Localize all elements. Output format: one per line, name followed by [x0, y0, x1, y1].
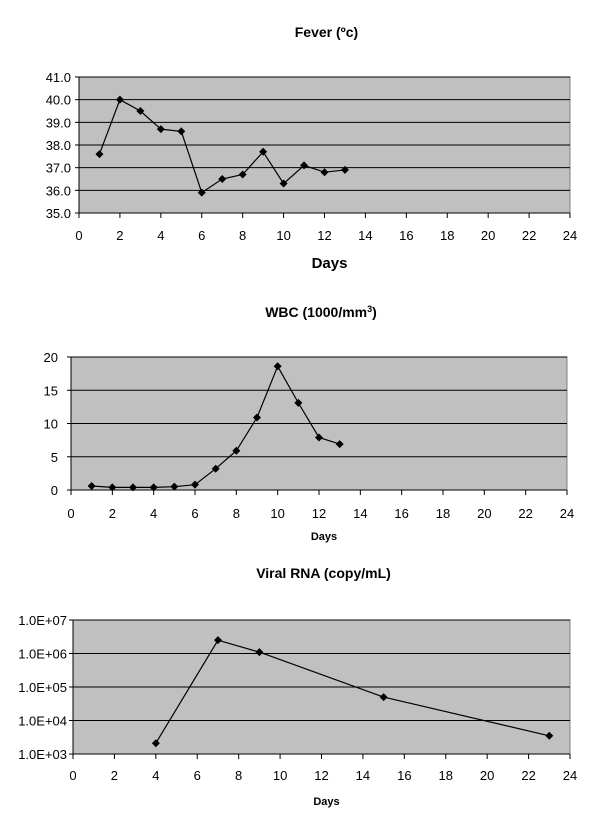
y-tick-label: 1.0E+07 [18, 613, 67, 628]
x-tick-label: 16 [397, 768, 411, 783]
x-tick-label: 14 [356, 768, 370, 783]
data-point [136, 107, 145, 115]
chart-1: Fever (ºc) 35.0 36.0 37.0 38.0 39.0 40.0 41.0 0 2… [46, 24, 578, 272]
data-point [259, 147, 268, 156]
data-point [151, 739, 160, 748]
data-point [170, 482, 179, 491]
x-tick-label: 6 [198, 228, 205, 243]
x-axis-label: Days [312, 255, 348, 272]
x-tick-label: 12 [314, 768, 328, 783]
x-tick-label: 12 [317, 228, 331, 243]
y-tick-label: 1.0E+06 [18, 647, 67, 662]
x-tick-label: 20 [481, 228, 495, 243]
x-tick-label: 0 [69, 768, 76, 783]
x-tick-label: 18 [439, 768, 453, 783]
x-tick-label: 10 [270, 506, 284, 521]
x-tick-label: 16 [399, 228, 413, 243]
y-tick-label: 1.0E+03 [18, 747, 67, 762]
x-tick-label: 10 [276, 228, 290, 243]
x-tick-label: 24 [560, 506, 574, 521]
x-tick-label: 6 [191, 506, 198, 521]
x-tick-label: 20 [480, 768, 494, 783]
data-point [87, 482, 96, 491]
x-tick-label: 2 [116, 228, 123, 243]
y-tick-label: 37.0 [46, 161, 71, 176]
data-point [255, 648, 264, 657]
y-tick-label: 0 [51, 483, 58, 498]
x-tick-label: 18 [436, 506, 450, 521]
data-point [545, 731, 554, 740]
data-point [213, 636, 222, 645]
x-tick-label: 22 [518, 506, 532, 521]
x-tick-label: 0 [67, 506, 74, 521]
x-tick-label: 8 [233, 506, 240, 521]
chart-3: Viral RNA (copy/mL) 1.0E+03 1.0E+04 1.0E+05… [18, 565, 577, 808]
data-point [379, 693, 388, 702]
data-point [273, 362, 282, 371]
y-tick-label: 15 [44, 383, 58, 398]
data-point [177, 127, 186, 136]
y-tick-label: 5 [51, 450, 58, 465]
x-tick-label: 8 [235, 768, 242, 783]
chart-title: WBC (1000/mm3) [265, 304, 377, 320]
x-tick-label: 20 [477, 506, 491, 521]
x-tick-label: 4 [150, 506, 157, 521]
data-point [294, 398, 303, 407]
y-tick-label: 1.0E+05 [18, 680, 67, 695]
y-tick-label: 40.0 [46, 93, 71, 108]
y-tick-label: 38.0 [46, 138, 71, 153]
x-tick-label: 6 [194, 768, 201, 783]
x-tick-label: 24 [563, 768, 577, 783]
data-point [191, 480, 199, 489]
data-point [129, 483, 137, 492]
x-tick-label: 2 [111, 768, 118, 783]
data-point [218, 175, 227, 183]
x-tick-label: 4 [152, 768, 159, 783]
x-tick-label: 22 [522, 228, 536, 243]
data-point [211, 464, 220, 473]
x-tick-label: 12 [312, 506, 326, 521]
x-tick-label: 14 [358, 228, 372, 243]
data-point [115, 95, 124, 104]
y-tick-label: 39.0 [46, 115, 71, 130]
data-point [238, 170, 247, 179]
x-tick-label: 4 [157, 228, 164, 243]
data-point [156, 125, 165, 134]
x-tick-label: 24 [563, 228, 577, 243]
data-point [320, 168, 329, 177]
data-point [197, 188, 206, 197]
x-axis-label: Days [313, 796, 339, 808]
x-tick-label: 0 [75, 228, 82, 243]
data-point [108, 483, 117, 492]
chart-title: Fever (ºc) [295, 24, 358, 40]
x-tick-label: 16 [394, 506, 408, 521]
data-point [335, 440, 344, 449]
x-tick-label: 18 [440, 228, 454, 243]
data-point [253, 413, 261, 422]
y-tick-label: 20 [44, 350, 58, 365]
x-tick-label: 14 [353, 506, 367, 521]
x-tick-label: 22 [521, 768, 535, 783]
y-tick-label: 10 [44, 417, 58, 432]
x-axis-label: Days [311, 531, 337, 543]
x-tick-label: 10 [273, 768, 287, 783]
y-tick-label: 1.0E+04 [18, 714, 67, 729]
y-tick-label: 41.0 [46, 70, 71, 85]
data-point [232, 446, 241, 455]
data-point [149, 483, 158, 492]
data-point [300, 161, 309, 170]
chart-title: Viral RNA (copy/mL) [256, 565, 391, 581]
data-point [340, 165, 349, 174]
x-tick-label: 2 [109, 506, 116, 521]
y-tick-label: 35.0 [46, 206, 71, 221]
data-point [95, 150, 104, 159]
x-tick-label: 8 [239, 228, 246, 243]
y-tick-label: 36.0 [46, 183, 71, 198]
data-point [279, 179, 288, 188]
data-point [315, 433, 323, 442]
